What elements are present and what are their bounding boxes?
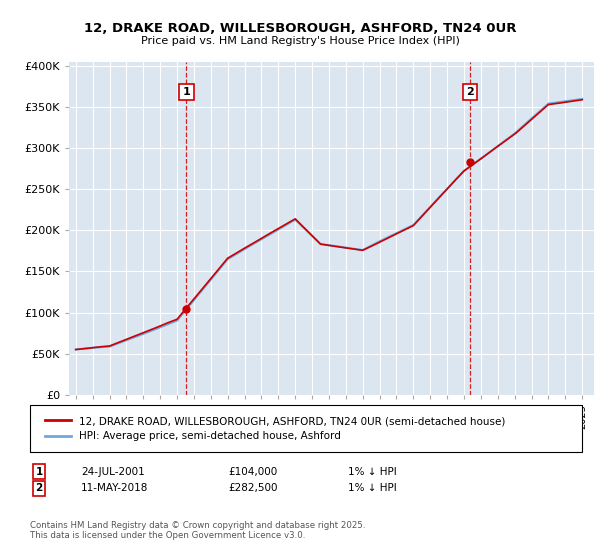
Text: Contains HM Land Registry data © Crown copyright and database right 2025.
This d: Contains HM Land Registry data © Crown c… — [30, 521, 365, 540]
Text: 1: 1 — [35, 466, 43, 477]
Text: £104,000: £104,000 — [228, 466, 277, 477]
Text: Price paid vs. HM Land Registry's House Price Index (HPI): Price paid vs. HM Land Registry's House … — [140, 36, 460, 46]
Text: 24-JUL-2001: 24-JUL-2001 — [81, 466, 145, 477]
Text: 2: 2 — [35, 483, 43, 493]
Text: 12, DRAKE ROAD, WILLESBOROUGH, ASHFORD, TN24 0UR: 12, DRAKE ROAD, WILLESBOROUGH, ASHFORD, … — [84, 22, 516, 35]
Text: 1: 1 — [182, 87, 190, 97]
Legend: 12, DRAKE ROAD, WILLESBOROUGH, ASHFORD, TN24 0UR (semi-detached house), HPI: Ave: 12, DRAKE ROAD, WILLESBOROUGH, ASHFORD, … — [41, 412, 510, 445]
Text: 1% ↓ HPI: 1% ↓ HPI — [348, 483, 397, 493]
Text: 2: 2 — [466, 87, 474, 97]
Text: 11-MAY-2018: 11-MAY-2018 — [81, 483, 148, 493]
Text: 1% ↓ HPI: 1% ↓ HPI — [348, 466, 397, 477]
Text: £282,500: £282,500 — [228, 483, 277, 493]
